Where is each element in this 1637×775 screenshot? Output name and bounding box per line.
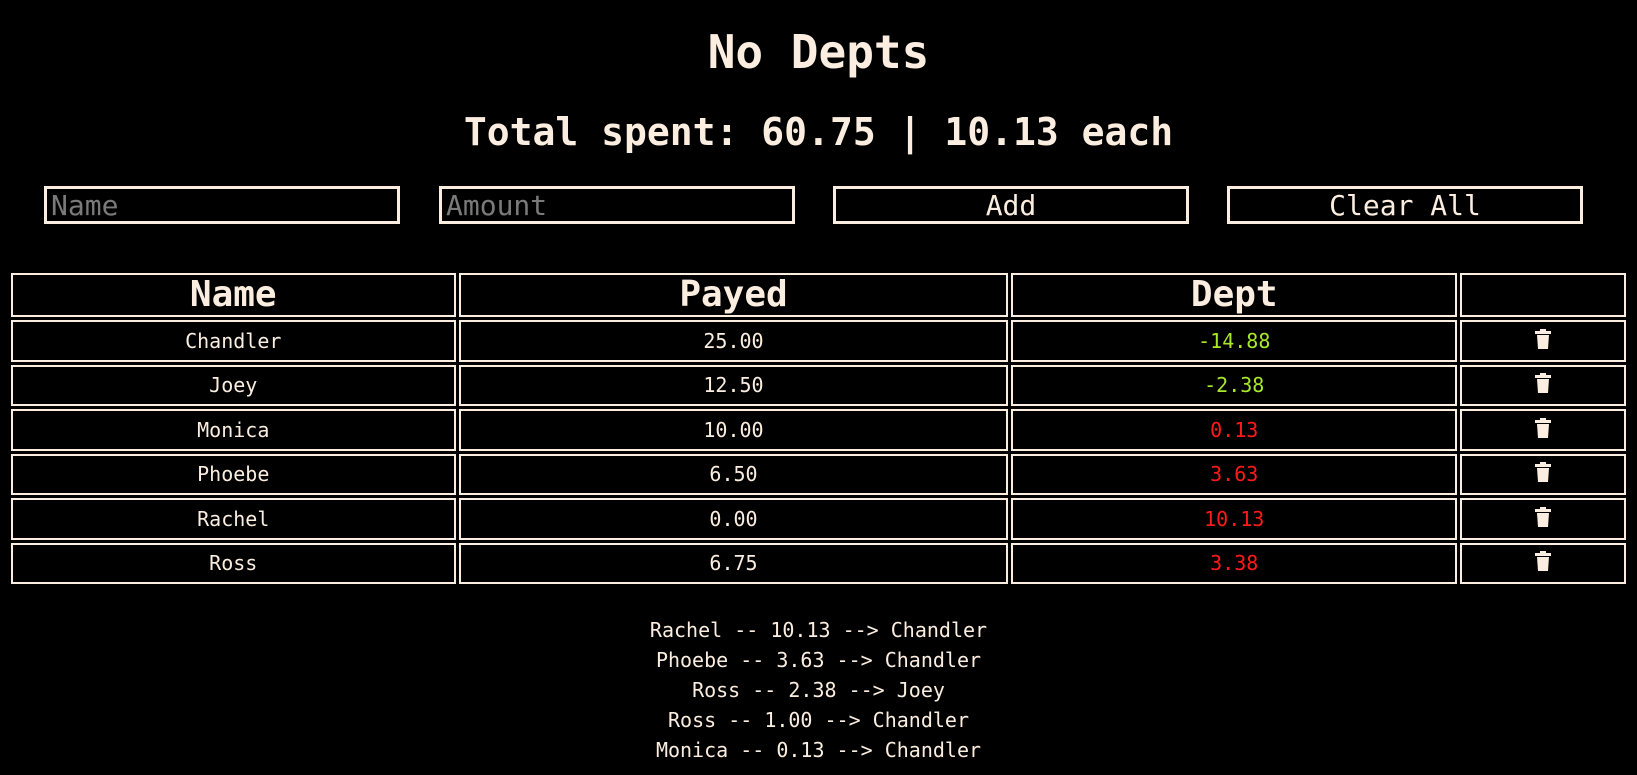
trash-icon[interactable]: [1535, 502, 1552, 538]
cell-name: Ross: [11, 542, 456, 584]
cell-payed: 6.75: [458, 542, 1009, 584]
cell-dept: 3.63: [1011, 453, 1458, 495]
expenses-table: Name Payed Dept Chandler 25.00 -14.88 Joey 1…: [8, 270, 1629, 587]
trash-icon[interactable]: [1535, 413, 1552, 449]
cell-actions: [1460, 409, 1626, 451]
settlement-line: Ross -- 2.38 --> Joey: [692, 678, 945, 702]
cell-payed: 10.00: [458, 409, 1009, 451]
clear-all-button[interactable]: Clear All: [1227, 186, 1583, 224]
table-row: Ross 6.75 3.38: [11, 542, 1626, 584]
settlement-line: Ross -- 1.00 --> Chandler: [667, 708, 970, 732]
column-header-dept: Dept: [1011, 273, 1458, 317]
page-title: No Depts: [707, 25, 930, 79]
trash-icon[interactable]: [1535, 546, 1552, 582]
cell-dept: -2.38: [1011, 364, 1458, 406]
column-header-name: Name: [11, 273, 456, 317]
total-summary: Total spent: 60.75 | 10.13 each: [463, 110, 1174, 154]
table-row: Phoebe 6.50 3.63: [11, 453, 1626, 495]
settlement-list: Rachel -- 10.13 --> Chandler Phoebe -- 3.…: [0, 615, 1637, 765]
cell-payed: 0.00: [458, 498, 1009, 540]
add-button[interactable]: Add: [833, 186, 1189, 224]
table-row: Monica 10.00 0.13: [11, 409, 1626, 451]
name-input[interactable]: [44, 186, 400, 224]
trash-icon[interactable]: [1535, 324, 1552, 360]
settlement-line: Phoebe -- 3.63 --> Chandler: [655, 648, 982, 672]
cell-actions: [1460, 453, 1626, 495]
cell-actions: [1460, 498, 1626, 540]
cell-dept: 10.13: [1011, 498, 1458, 540]
settlement-line: Monica -- 0.13 --> Chandler: [655, 738, 982, 762]
cell-dept: -14.88: [1011, 320, 1458, 362]
cell-name: Phoebe: [11, 453, 456, 495]
cell-name: Monica: [11, 409, 456, 451]
cell-name: Rachel: [11, 498, 456, 540]
cell-actions: [1460, 320, 1626, 362]
trash-icon[interactable]: [1535, 457, 1552, 493]
cell-dept: 3.38: [1011, 542, 1458, 584]
cell-name: Joey: [11, 364, 456, 406]
cell-payed: 25.00: [458, 320, 1009, 362]
trash-icon[interactable]: [1535, 368, 1552, 404]
cell-dept: 0.13: [1011, 409, 1458, 451]
column-header-actions: [1460, 273, 1626, 317]
cell-payed: 12.50: [458, 364, 1009, 406]
settlement-line: Rachel -- 10.13 --> Chandler: [649, 618, 988, 642]
cell-name: Chandler: [11, 320, 456, 362]
amount-input[interactable]: [439, 186, 795, 224]
table-row: Joey 12.50 -2.38: [11, 364, 1626, 406]
table-row: Rachel 0.00 10.13: [11, 498, 1626, 540]
cell-payed: 6.50: [458, 453, 1009, 495]
cell-actions: [1460, 364, 1626, 406]
column-header-payed: Payed: [458, 273, 1009, 317]
table-header-row: Name Payed Dept: [11, 273, 1626, 317]
cell-actions: [1460, 542, 1626, 584]
table-row: Chandler 25.00 -14.88: [11, 320, 1626, 362]
